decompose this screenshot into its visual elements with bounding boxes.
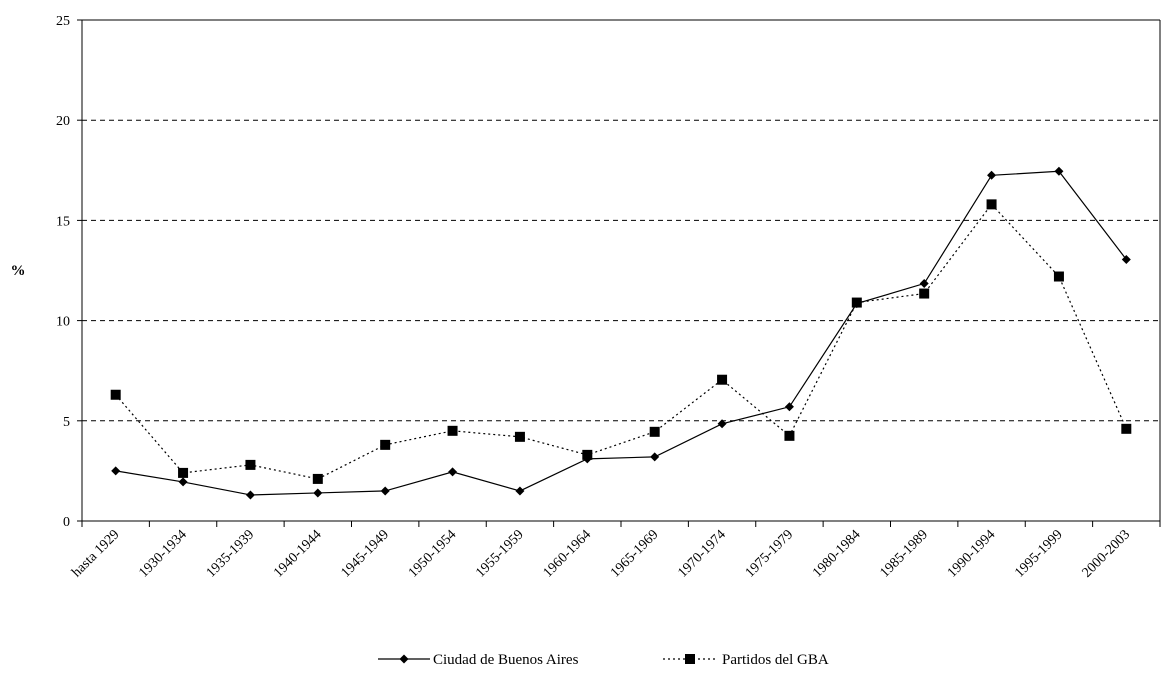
data-point: [650, 452, 660, 462]
axes: [77, 19, 1161, 527]
y-tick-label: 5: [63, 415, 70, 430]
series-line: [115, 170, 1127, 496]
y-tick-label: 25: [56, 14, 70, 29]
data-point: [987, 170, 997, 180]
y-tick-label: 10: [56, 315, 70, 330]
data-point: [448, 467, 458, 477]
data-point: [110, 389, 121, 400]
x-tick-label: 1975-1979: [743, 527, 797, 581]
legend-label: Partidos del GBA: [722, 652, 829, 668]
data-point: [245, 459, 256, 470]
y-axis-label: %: [11, 263, 26, 279]
data-point: [919, 288, 930, 299]
data-point: [919, 279, 929, 289]
data-point: [1121, 254, 1131, 264]
x-tick-label: 1945-1949: [339, 527, 393, 581]
data-point: [685, 654, 695, 664]
x-tick-label: 1985-1989: [878, 527, 932, 581]
legend-label: Ciudad de Buenos Aires: [433, 652, 579, 668]
data-point: [649, 426, 660, 437]
data-point: [1053, 271, 1064, 282]
x-tick-label: 1940-1944: [271, 527, 325, 581]
data-point: [1054, 166, 1064, 176]
x-tick-label: 2000-2003: [1080, 527, 1134, 581]
y-tick-label: 15: [56, 214, 70, 229]
x-tick-label: 1950-1954: [406, 527, 460, 581]
data-point: [245, 490, 255, 500]
data-point: [717, 374, 728, 385]
data-point: [178, 477, 188, 487]
data-point: [380, 439, 391, 450]
legend-item: Partidos del GBA: [663, 652, 829, 668]
data-point: [851, 297, 862, 308]
data-point: [515, 486, 525, 496]
x-tick-label: 1995-1999: [1012, 527, 1066, 581]
data-point: [111, 466, 121, 476]
data-point: [312, 473, 323, 484]
data-point: [380, 486, 390, 496]
legend-item: Ciudad de Buenos Aires: [378, 652, 579, 668]
x-tick-label: 1960-1964: [541, 527, 595, 581]
data-point: [399, 654, 409, 664]
x-tick-label: 1980-1984: [810, 527, 864, 581]
data-point: [514, 431, 525, 442]
data-point: [986, 199, 997, 210]
x-tick-label: 1970-1974: [675, 527, 729, 581]
data-point: [447, 425, 458, 436]
y-tick-label: 0: [63, 515, 70, 530]
x-tick-label: 1990-1994: [945, 527, 999, 581]
x-tick-label: hasta 1929: [69, 527, 122, 580]
grid-lines: [82, 19, 1160, 422]
series-1: [111, 166, 1131, 500]
data-point: [717, 419, 727, 429]
data-point: [178, 467, 189, 478]
x-tick-label: 1955-1959: [473, 527, 527, 581]
series-2: [110, 199, 1132, 484]
x-tick-label: 1965-1969: [608, 527, 662, 581]
x-tick-label: 1935-1939: [204, 527, 258, 581]
series-layer: [110, 166, 1132, 500]
data-point: [784, 430, 795, 441]
data-point: [582, 449, 593, 460]
y-tick-label: 20: [56, 114, 70, 129]
series-line: [115, 203, 1127, 480]
data-point: [784, 402, 794, 412]
data-point: [313, 488, 323, 498]
data-point: [1121, 423, 1132, 434]
x-tick-label: 1930-1934: [136, 527, 190, 581]
legend: Ciudad de Buenos Aires Partidos del GBA: [378, 652, 829, 668]
